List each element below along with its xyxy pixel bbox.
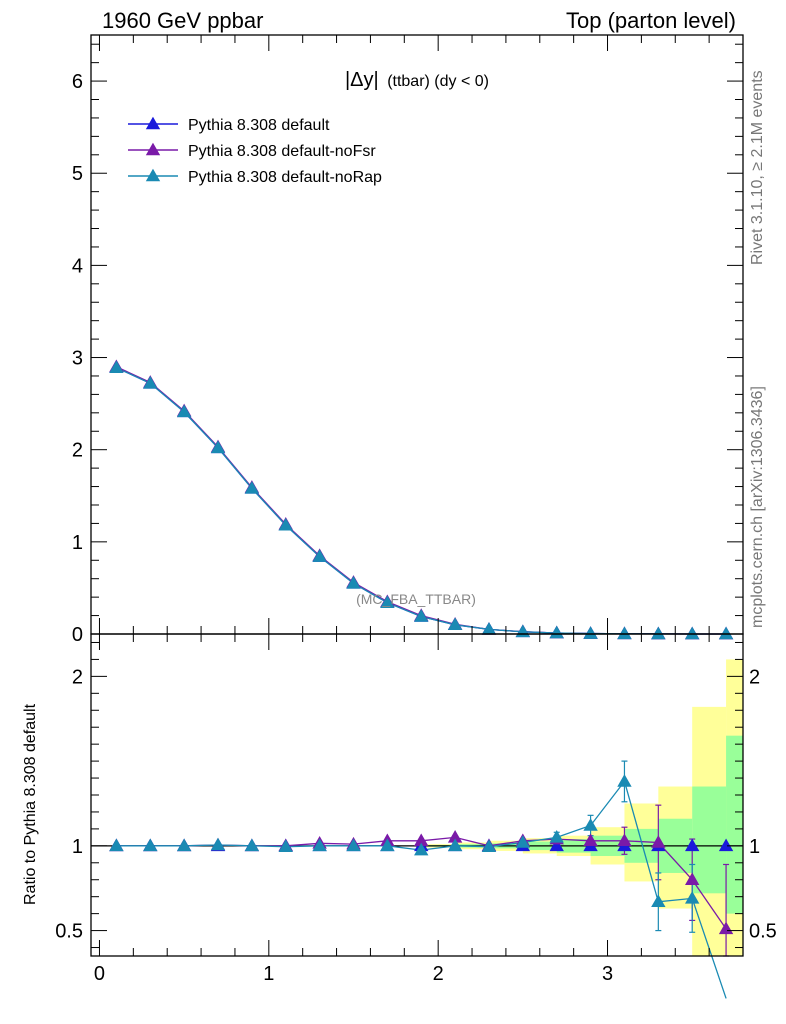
main-series-2-point <box>143 376 158 389</box>
ratio-green-band <box>726 735 743 914</box>
main-y-tick-label: 6 <box>72 71 83 93</box>
main-series-2-point <box>278 517 293 531</box>
ratio-y-tick-label-right: 1 <box>749 836 760 858</box>
legend-marker <box>145 142 161 156</box>
ratio-y-tick-label-right: 2 <box>749 666 760 688</box>
main-plot-title: |Δy| (ttbar) (dy < 0) <box>345 69 489 91</box>
ratio-series-1-point <box>583 833 598 847</box>
ratio-y-tick-label-right: 0.5 <box>749 921 777 943</box>
ratio-plot-marks <box>91 659 743 999</box>
main-series-2-point <box>549 625 564 639</box>
ratio-series-2-point <box>651 894 666 908</box>
analysis-watermark: (MC_FBA_TTBAR) <box>356 591 476 607</box>
ratio-series-2-point <box>617 774 632 787</box>
ratio-plot-frame <box>90 633 744 957</box>
ratio-series-1-point <box>651 835 666 848</box>
main-plot-marks <box>109 359 734 640</box>
main-series-2-point <box>583 626 598 639</box>
header-right-label: Top (parton level) <box>566 8 736 33</box>
main-y-tick-label: 5 <box>72 163 83 185</box>
legend-entry-1: Pythia 8.308 default-noFsr <box>188 143 376 160</box>
main-series-2-point <box>685 626 700 640</box>
ratio-axis-ticks: 0.5 0.5 1 1 2 2 0 1 2 3 <box>55 634 777 985</box>
ratio-y-tick-label: 2 <box>72 666 83 688</box>
ratio-series-2-point <box>346 838 361 852</box>
main-series-2-point <box>109 360 124 373</box>
legend-marker <box>145 116 161 130</box>
main-axis-ticks: 0 1 2 3 4 5 6 <box>72 35 744 646</box>
ratio-series-2-point <box>143 838 158 852</box>
ratio-series-2-point <box>414 842 429 856</box>
ratio-series-2-point <box>685 891 700 904</box>
main-series-2-point <box>718 626 734 640</box>
ratio-x-tick-label: 0 <box>94 963 105 985</box>
ratio-series-2-point <box>109 838 124 852</box>
ratio-y-tick-label: 0.5 <box>55 921 83 943</box>
ratio-series-2-point <box>176 838 192 852</box>
main-series-2-point <box>176 404 192 418</box>
ratio-series-0-point <box>718 838 734 852</box>
title-sub: (ttbar) (dy < 0) <box>387 73 489 90</box>
main-series-2-point <box>380 595 395 608</box>
ratio-series-2-point <box>380 838 395 852</box>
main-series-2-point <box>414 609 429 622</box>
legend-marker <box>145 168 161 182</box>
ratio-y-tick-label: 1 <box>72 836 83 858</box>
main-series-2-point <box>312 549 327 562</box>
main-series-2-point <box>651 626 666 640</box>
main-series-2-point <box>617 626 632 640</box>
main-series-2-point <box>447 617 463 631</box>
legend-entry-0: Pythia 8.308 default <box>188 117 330 134</box>
ratio-green-band <box>692 786 727 894</box>
ratio-series-2-point <box>481 839 497 852</box>
main-y-tick-label: 2 <box>72 440 83 462</box>
ratio-y-axis-label: Ratio to Pythia 8.308 default <box>22 703 39 905</box>
main-y-tick-label: 4 <box>72 255 83 277</box>
ratio-series-2-point <box>583 818 598 831</box>
ratio-plot-panel: 0.5 0.5 1 1 2 2 0 1 2 3 Ratio to Pythia 8.308 def… <box>22 633 777 999</box>
title-main: |Δy| <box>345 69 379 91</box>
main-y-tick-label: 0 <box>72 624 83 646</box>
main-y-tick-label: 3 <box>72 348 83 370</box>
ratio-series-2-point <box>244 838 260 852</box>
ratio-series-0-point <box>685 838 700 852</box>
ratio-series-2-point <box>312 838 327 852</box>
ratio-series-1-point <box>685 872 700 886</box>
ratio-series-2-point <box>278 839 293 852</box>
ratio-x-tick-label: 1 <box>263 963 274 985</box>
ratio-x-tick-label: 2 <box>433 963 444 985</box>
mcplots-url-label: mcplots.cern.ch [arXiv:1306.3436] <box>749 386 766 628</box>
ratio-series-1-point <box>617 833 632 847</box>
ratio-series-2-point <box>210 837 226 851</box>
main-series-2-point <box>210 440 226 454</box>
legend-entry-2: Pythia 8.308 default-noRap <box>188 169 382 186</box>
ratio-x-tick-label: 3 <box>602 963 613 985</box>
main-plot-panel: 0 1 2 3 4 5 6 |Δy| (ttbar) (dy < 0) (MC_FBA_TT… <box>72 34 744 646</box>
main-y-tick-label: 1 <box>72 532 83 554</box>
ratio-series-2-point <box>447 838 463 852</box>
legend: Pythia 8.308 default Pythia 8.308 default… <box>128 116 382 186</box>
ratio-series-2-point <box>515 835 531 848</box>
rivet-version-label: Rivet 3.1.10, ≥ 2.1M events <box>749 70 766 265</box>
main-series-2-point <box>244 481 260 494</box>
ratio-series-2-point <box>549 830 564 843</box>
header-left-label: 1960 GeV ppbar <box>102 8 263 33</box>
main-series-2-point <box>346 576 361 589</box>
ratio-series-0-point <box>549 838 564 852</box>
